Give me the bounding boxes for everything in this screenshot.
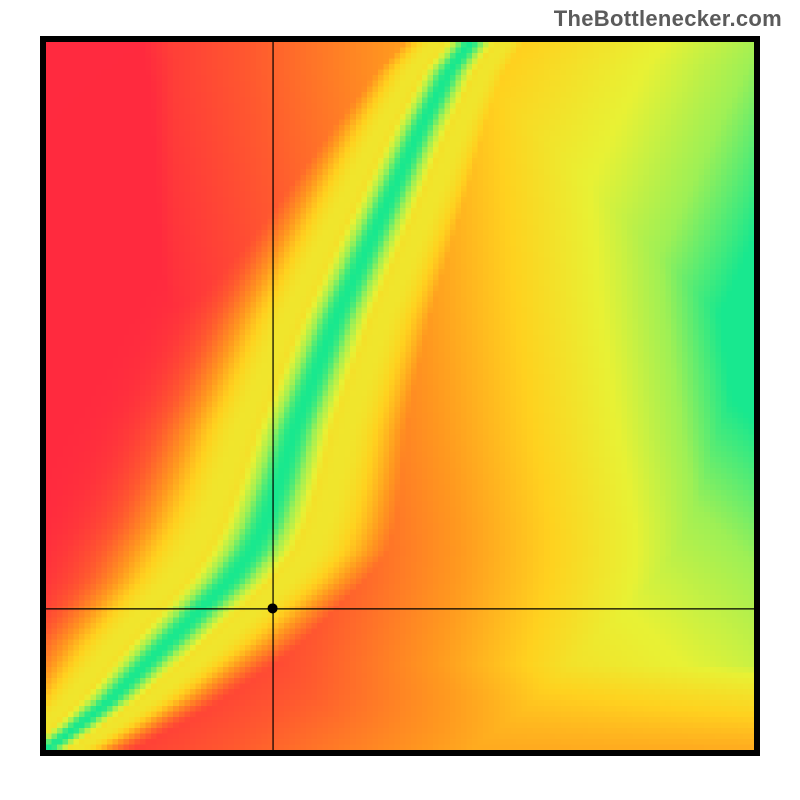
- overlay-canvas: [46, 42, 754, 750]
- watermark-label: TheBottlenecker.com: [554, 6, 782, 32]
- chart-container: TheBottlenecker.com: [0, 0, 800, 800]
- plot-frame: [40, 36, 760, 756]
